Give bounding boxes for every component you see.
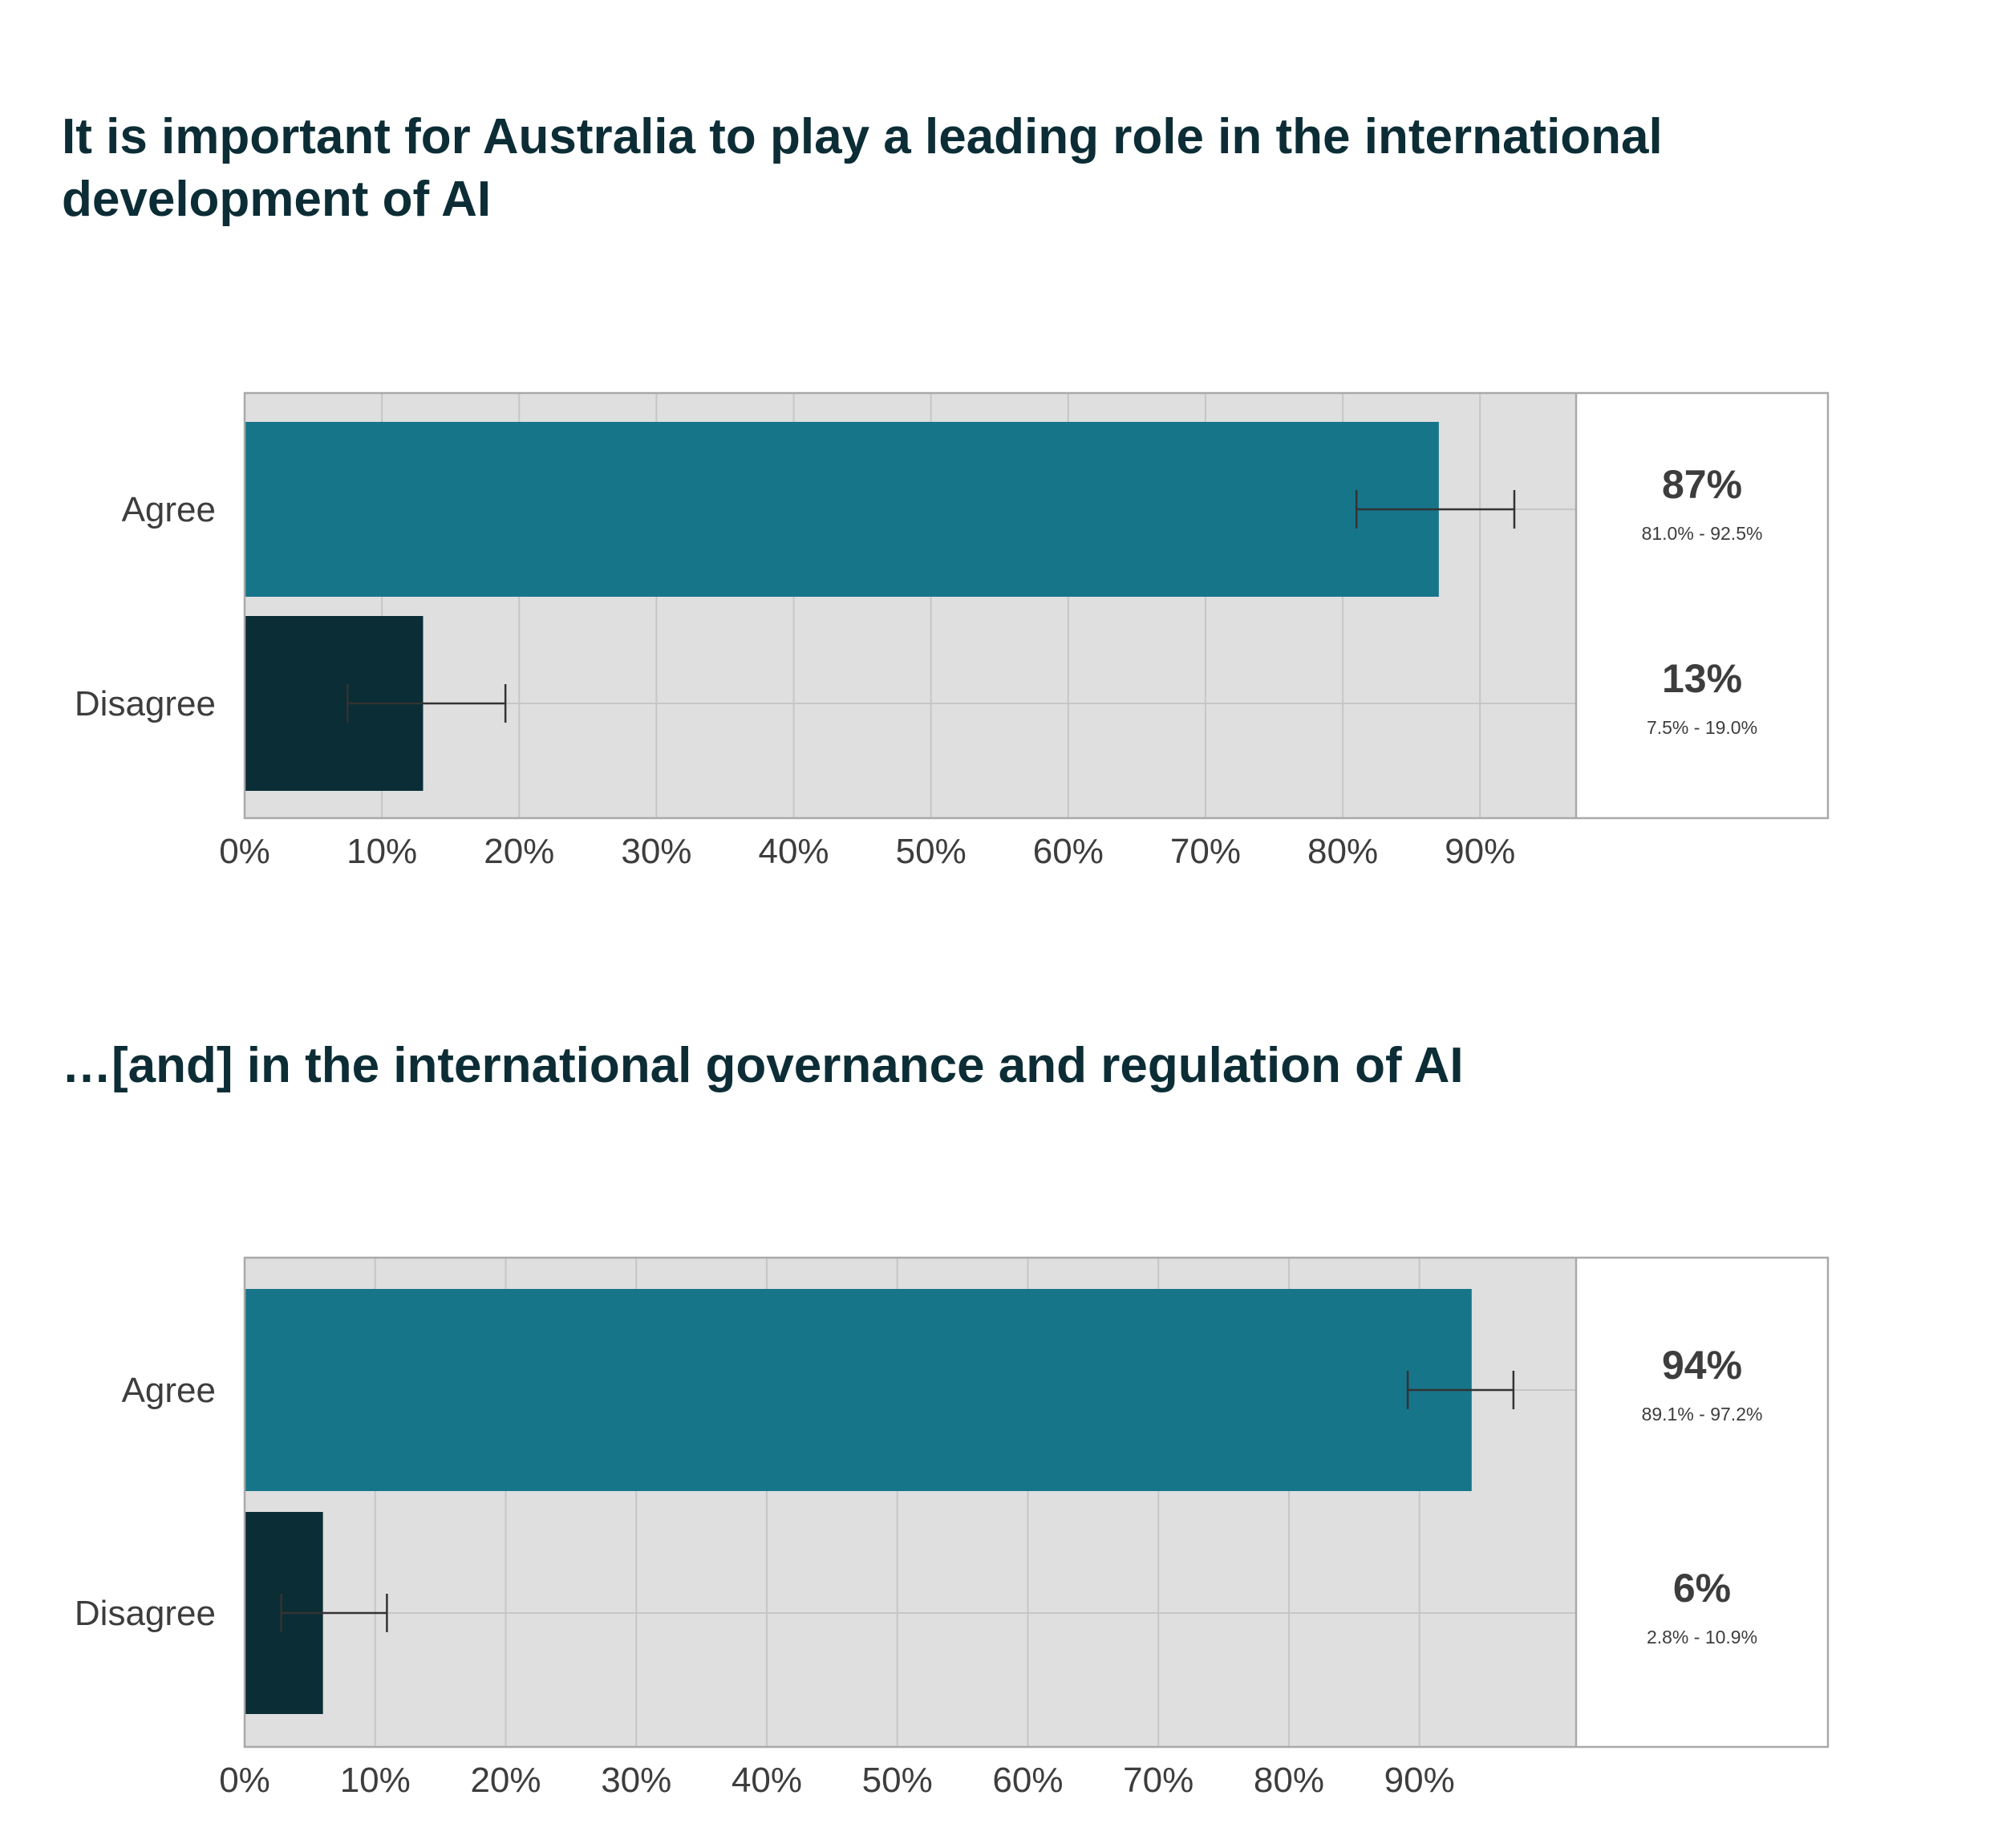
x-tick-label: 60%	[992, 1761, 1063, 1800]
x-tick-label: 80%	[1307, 832, 1378, 871]
bar-agree	[245, 1289, 1472, 1491]
chart-title: It is important for Australia to play a …	[62, 109, 1663, 227]
bar-chart-development: Agree 87% 81.0% - 92.5% Disagree 13% 7.5% - 1…	[75, 391, 1830, 871]
chart-frame	[243, 391, 1830, 820]
value-label: 94%	[1662, 1343, 1742, 1388]
chart-title: …[and] in the international governance a…	[62, 1038, 1464, 1093]
category-label: Disagree	[75, 1594, 216, 1633]
category-label: Agree	[122, 1371, 216, 1410]
x-tick-label: 30%	[601, 1761, 671, 1800]
chart-frame	[243, 1256, 1830, 1749]
range-label: 2.8% - 10.9%	[1647, 1627, 1757, 1647]
x-tick-label: 20%	[470, 1761, 541, 1800]
x-tick-label: 80%	[1254, 1761, 1324, 1800]
x-tick-label: 10%	[346, 832, 417, 871]
x-tick-label: 0%	[219, 832, 270, 871]
x-tick-label: 10%	[340, 1761, 411, 1800]
category-label: Disagree	[75, 684, 216, 723]
value-panel	[1576, 393, 1828, 818]
x-tick-label: 40%	[758, 832, 829, 871]
range-label: 81.0% - 92.5%	[1642, 523, 1763, 544]
x-tick-label: 70%	[1123, 1761, 1194, 1800]
x-tick-label: 90%	[1445, 832, 1515, 871]
bar-chart-governance: Agree 94% 89.1% - 97.2% Disagree 6% 2.8% - 10…	[75, 1256, 1830, 1800]
x-tick-label: 30%	[621, 832, 691, 871]
category-label: Agree	[122, 490, 216, 529]
x-tick-label: 40%	[732, 1761, 802, 1800]
x-tick-label: 70%	[1170, 832, 1241, 871]
value-label: 13%	[1662, 656, 1742, 701]
x-tick-label: 20%	[484, 832, 554, 871]
x-tick-label: 50%	[862, 1761, 933, 1800]
value-label: 87%	[1662, 462, 1742, 507]
range-label: 7.5% - 19.0%	[1647, 717, 1757, 738]
bar-agree	[245, 422, 1439, 597]
value-label: 6%	[1673, 1566, 1731, 1611]
x-tick-label: 0%	[219, 1761, 270, 1800]
range-label: 89.1% - 97.2%	[1642, 1404, 1763, 1424]
value-panel	[1576, 1258, 1828, 1747]
x-tick-label: 90%	[1384, 1761, 1455, 1800]
x-tick-label: 60%	[1033, 832, 1104, 871]
x-tick-label: 50%	[896, 832, 967, 871]
